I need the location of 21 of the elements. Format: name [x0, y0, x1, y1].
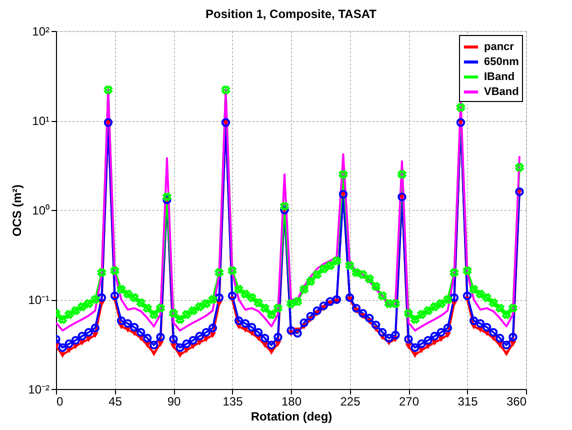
x-tick-label: 315	[458, 394, 478, 408]
legend-label: VBand	[484, 86, 519, 98]
legend-label: IBand	[484, 71, 515, 83]
y-tick-label: 10⁰	[32, 204, 50, 218]
y-tick-label: 10¹	[32, 114, 50, 128]
x-tick-label: 0	[56, 394, 64, 408]
x-axis-title: Rotation (deg)	[250, 410, 332, 424]
y-tick-label: 10⁻¹	[28, 293, 50, 307]
legend-label: 650nm	[484, 56, 520, 68]
x-tick-label: 225	[340, 394, 361, 408]
y-tick-label: 10⁻²	[28, 382, 50, 396]
x-tick-label: 270	[398, 394, 420, 408]
x-tick-label: 45	[108, 394, 122, 408]
chart-title: Position 1, Composite, TASAT	[206, 7, 378, 21]
y-tick-label: 10²	[32, 24, 50, 38]
legend-label: pancr	[484, 41, 515, 53]
x-tick-label: 180	[281, 394, 302, 408]
x-tick-label: 90	[167, 394, 181, 408]
x-tick-label: 360	[506, 394, 527, 408]
y-axis-title: OCS (m²)	[10, 184, 24, 236]
x-tick-label: 135	[222, 394, 244, 408]
